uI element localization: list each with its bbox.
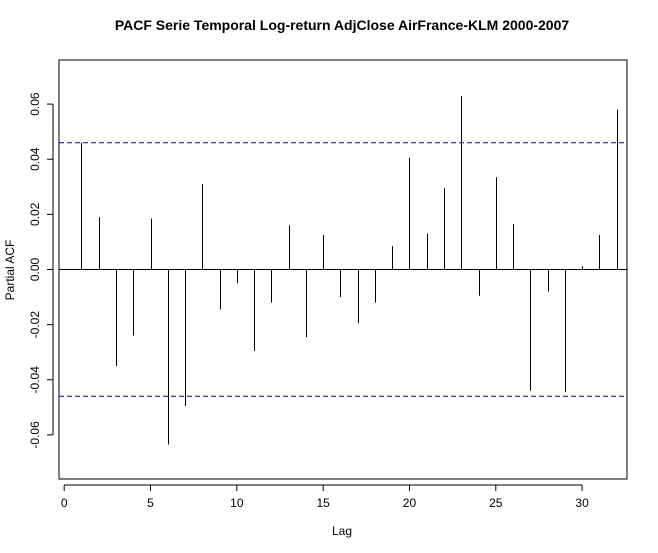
- y-axis: -0.06 -0.04 -0.02 0.00 0.02 0.04 0.06: [28, 92, 54, 449]
- y-axis-label: Partial ACF: [3, 240, 17, 301]
- y-tick-label: -0.06: [28, 421, 42, 449]
- x-axis-label: Lag: [332, 524, 352, 538]
- y-tick-label: 0.02: [28, 202, 42, 226]
- x-tick-label: 25: [489, 496, 503, 510]
- x-tick-label: 15: [316, 496, 330, 510]
- chart-title: PACF Serie Temporal Log-return AdjClose …: [115, 17, 570, 33]
- pacf-bars: [81, 95, 618, 445]
- x-tick-label: 0: [61, 496, 68, 510]
- y-tick-label: -0.02: [28, 311, 42, 339]
- y-tick-label: -0.04: [28, 366, 42, 394]
- x-tick-label: 10: [230, 496, 244, 510]
- y-tick-label: 0.04: [28, 147, 42, 171]
- x-axis: 0 5 10 15 20 25 30: [61, 484, 589, 510]
- x-tick-label: 5: [147, 496, 154, 510]
- y-tick-label: 0.06: [28, 92, 42, 116]
- x-tick-label: 30: [575, 496, 589, 510]
- x-tick-label: 20: [403, 496, 417, 510]
- y-tick-label: 0.00: [28, 257, 42, 281]
- confidence-bounds: [59, 142, 627, 397]
